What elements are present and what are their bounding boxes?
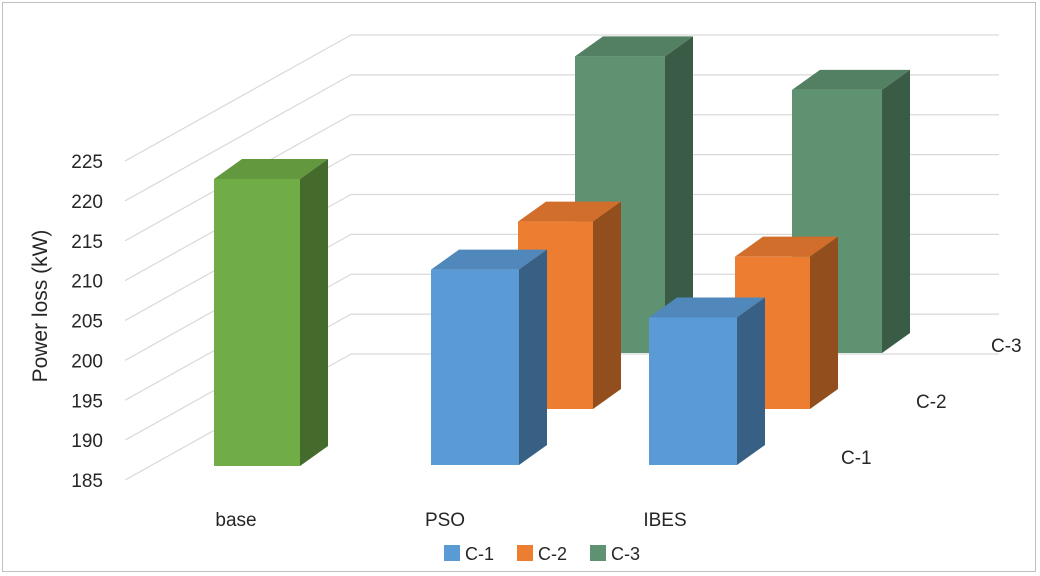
y-tick-label: 225	[71, 152, 103, 173]
y-tick-label: 200	[71, 351, 103, 372]
y-tick-label: 190	[71, 431, 103, 452]
legend-swatch	[517, 545, 533, 561]
x-category-label: IBES	[643, 510, 686, 531]
bar-pso-c-3-side	[665, 36, 693, 353]
bar-pso-c-2-top	[518, 201, 621, 222]
y-axis-title: Power loss (kW)	[29, 230, 52, 383]
bars-layer	[214, 36, 910, 466]
depth-axis-label: C-1	[841, 448, 872, 469]
legend-item-c-1: C-1	[444, 544, 494, 564]
bar-ibes-c-1	[649, 297, 765, 465]
bar-base-side	[300, 158, 328, 466]
legend-label: C-3	[611, 544, 640, 564]
bar-ibes-c-1-side	[737, 297, 765, 465]
bar-pso-c-3-top	[575, 36, 693, 57]
y-tick-label: 215	[71, 232, 103, 253]
bar-pso-c-1-top	[431, 249, 547, 270]
bar-ibes-c-1-front	[649, 317, 737, 465]
bar-ibes-c-2-side	[810, 236, 838, 409]
y-tick-label: 210	[71, 272, 103, 293]
bar-ibes-c-2-top	[735, 236, 838, 257]
legend-label: C-2	[538, 544, 567, 564]
gridline-side	[124, 34, 352, 162]
bar-ibes-c-3-top	[792, 69, 910, 90]
bar-base-top	[214, 158, 328, 179]
bar-pso-c-1-side	[519, 249, 547, 465]
bar-ibes-c-1-top	[649, 297, 765, 318]
depth-axis-label: C-2	[916, 392, 947, 413]
bar-base-front	[214, 178, 300, 466]
legend-swatch	[444, 545, 460, 561]
bar-pso-c-1	[431, 249, 547, 465]
bar-pso-c-2-side	[593, 201, 621, 409]
bar-base	[214, 158, 328, 466]
y-tick-label: 205	[71, 312, 103, 333]
x-category-label: base	[215, 510, 256, 531]
labels-layer: 185 190 195 200 205 210 215 220 225 base PSO IBES C-…	[71, 152, 1021, 531]
depth-axis-label: C-3	[991, 336, 1022, 357]
y-tick-label: 220	[71, 192, 103, 213]
legend-item-c-3: C-3	[590, 544, 640, 564]
y-tick-label: 195	[71, 391, 103, 412]
y-tick-label: 185	[71, 471, 103, 492]
bar-ibes-c-3-side	[882, 69, 910, 353]
legend-label: C-1	[465, 544, 494, 564]
x-category-label: PSO	[425, 510, 465, 531]
legend-item-c-2: C-2	[517, 544, 567, 564]
legend-swatch	[590, 545, 606, 561]
bar-pso-c-1-front	[431, 269, 519, 465]
legend: C-1 C-2 C-3	[444, 544, 640, 564]
gridline-side	[124, 74, 352, 202]
